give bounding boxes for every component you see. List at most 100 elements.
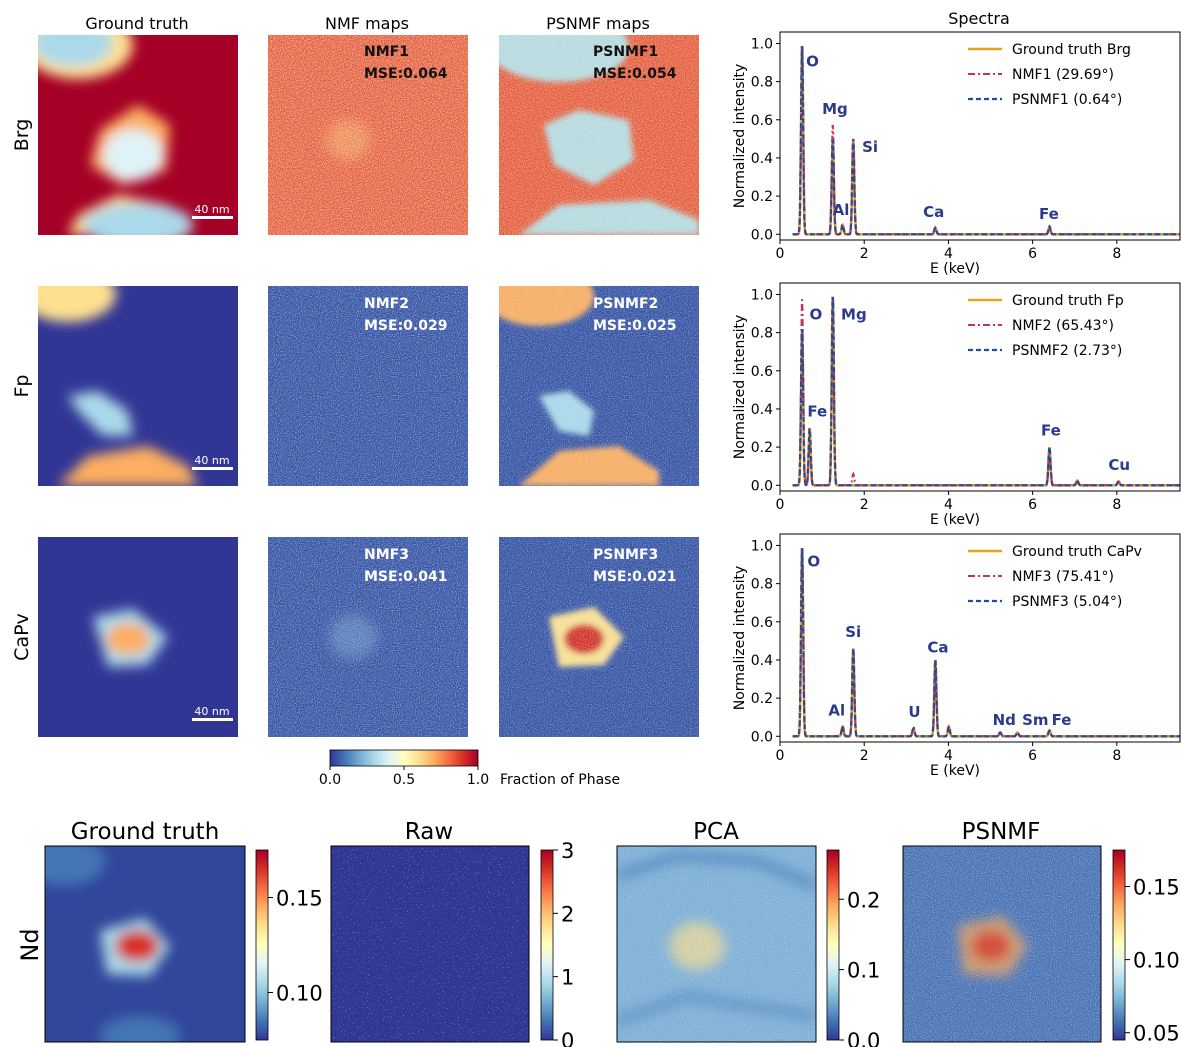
colorbar-tick-label: 0.15 bbox=[276, 887, 323, 911]
y-tick-label: 0.0 bbox=[751, 478, 773, 494]
nmf-label: NMF3 bbox=[364, 547, 409, 563]
bottom-map-raw bbox=[330, 845, 530, 1043]
element-label: Si bbox=[862, 138, 878, 156]
map-nmf-fp: NMF2 MSE:0.029 bbox=[268, 286, 468, 486]
y-tick-label: 0.6 bbox=[751, 364, 773, 380]
x-tick-label: 4 bbox=[944, 748, 953, 764]
legend-label: PSNMF3 (5.04°) bbox=[1012, 594, 1122, 610]
mse-label: MSE:0.025 bbox=[593, 318, 676, 334]
x-tick-label: 6 bbox=[1028, 246, 1037, 262]
map-ground-truth-capv: 40 nm bbox=[38, 537, 238, 737]
colorbar-tick-label: 0.5 bbox=[393, 772, 415, 788]
colorbar-tick-label: 0.2 bbox=[847, 888, 880, 912]
row-label-nd: Nd bbox=[16, 928, 44, 961]
row-label-capv: CaPv bbox=[11, 613, 33, 661]
element-label: U bbox=[908, 703, 920, 721]
mse-label: MSE:0.054 bbox=[593, 66, 677, 82]
spectrum-panel-fp: 0 2 4 6 8 0.0 0.2 0.4 0.6 0.8 1.0 E (keV) Normalized… bbox=[732, 282, 1181, 528]
element-label: Mg bbox=[822, 100, 848, 118]
legend-label: NMF3 (75.41°) bbox=[1012, 569, 1114, 585]
bottom-title-raw: Raw bbox=[405, 819, 453, 845]
colorbar-tick-label: 0.0 bbox=[847, 1029, 880, 1047]
legend-label: PSNMF1 (0.64°) bbox=[1012, 92, 1122, 108]
psnmf-label: PSNMF3 bbox=[593, 547, 658, 563]
scale-bar-label: 40 nm bbox=[194, 203, 229, 216]
colorbar-pca: 0.0 0.1 0.2 bbox=[826, 849, 880, 1047]
element-label: Al bbox=[828, 701, 845, 719]
x-tick-label: 2 bbox=[860, 246, 869, 262]
shared-colorbar: 0.0 0.5 1.0 Fraction of Phase bbox=[319, 749, 620, 788]
nmf-label: NMF2 bbox=[364, 296, 409, 312]
x-tick-label: 6 bbox=[1028, 748, 1037, 764]
colorbar-gradient bbox=[540, 849, 554, 1041]
y-axis-label: Normalized intensity bbox=[732, 566, 748, 711]
x-tick-label: 8 bbox=[1112, 748, 1121, 764]
x-tick-label: 0 bbox=[776, 748, 785, 764]
spectrum-line-dashed bbox=[792, 548, 1180, 738]
element-label: Fe bbox=[807, 403, 827, 421]
bottom-title-psnmf: PSNMF bbox=[962, 819, 1041, 845]
legend-label: PSNMF2 (2.73°) bbox=[1012, 343, 1122, 359]
x-axis-label: E (keV) bbox=[930, 763, 980, 779]
element-label: Ca bbox=[923, 203, 944, 221]
map-nmf-brg: NMF1 MSE:0.064 bbox=[268, 35, 468, 235]
scale-bar-label: 40 nm bbox=[194, 705, 229, 718]
column-title-psnmf-maps: PSNMF maps bbox=[546, 14, 650, 33]
element-label: O bbox=[806, 52, 819, 70]
y-tick-label: 0.4 bbox=[751, 653, 773, 669]
element-label: Sm bbox=[1022, 711, 1048, 729]
x-tick-label: 4 bbox=[944, 497, 953, 513]
spectrum-line-solid bbox=[792, 46, 1180, 236]
x-tick-label: 2 bbox=[860, 748, 869, 764]
column-title-spectra: Spectra bbox=[948, 9, 1010, 28]
y-tick-label: 1.0 bbox=[751, 538, 773, 554]
element-label: Fe bbox=[1052, 711, 1072, 729]
map-psnmf-fp: PSNMF2 MSE:0.025 bbox=[499, 286, 699, 486]
spectrum-line-dashed bbox=[792, 296, 1180, 487]
bottom-map-psnmf bbox=[902, 845, 1102, 1043]
y-tick-label: 0.8 bbox=[751, 577, 773, 593]
plot-frame bbox=[779, 31, 1181, 241]
nmf-label: NMF1 bbox=[364, 44, 409, 60]
y-tick-label: 0.6 bbox=[751, 113, 773, 129]
x-axis-label: E (keV) bbox=[930, 512, 980, 528]
y-tick-label: 0.6 bbox=[751, 615, 773, 631]
colorbar-tick-label: 0.10 bbox=[276, 982, 323, 1006]
y-tick-label: 1.0 bbox=[751, 36, 773, 52]
y-tick-label: 0.8 bbox=[751, 75, 773, 91]
map-ground-truth-brg: 40 nm bbox=[38, 35, 238, 235]
colorbar-raw: 0 1 2 3 bbox=[540, 839, 574, 1047]
bottom-title-pca: PCA bbox=[693, 819, 739, 845]
colorbar-tick-label: 2 bbox=[561, 902, 574, 926]
mse-label: MSE:0.064 bbox=[364, 66, 448, 82]
colorbar-label: Fraction of Phase bbox=[500, 772, 620, 788]
mse-label: MSE:0.041 bbox=[364, 569, 447, 585]
colorbar-tick-label: 0.05 bbox=[1133, 1022, 1180, 1046]
y-tick-label: 0.0 bbox=[751, 729, 773, 745]
element-label: Al bbox=[833, 201, 850, 219]
x-tick-label: 6 bbox=[1028, 497, 1037, 513]
x-tick-label: 8 bbox=[1112, 497, 1121, 513]
row-label-brg: Brg bbox=[11, 119, 33, 152]
y-tick-label: 0.0 bbox=[751, 227, 773, 243]
x-tick-label: 0 bbox=[776, 246, 785, 262]
y-tick-label: 0.4 bbox=[751, 402, 773, 418]
y-tick-label: 0.2 bbox=[751, 189, 773, 205]
element-label: O bbox=[809, 305, 822, 323]
bottom-map-pca bbox=[616, 845, 817, 1043]
y-axis-label: Normalized intensity bbox=[732, 64, 748, 209]
element-label: Mg bbox=[841, 305, 867, 323]
element-label: Nd bbox=[993, 711, 1016, 729]
map-psnmf-capv: PSNMF3 MSE:0.021 bbox=[499, 537, 699, 737]
spectrum-panel-capv: 0 2 4 6 8 0.0 0.2 0.4 0.6 0.8 1.0 E (keV) Normalized… bbox=[732, 533, 1181, 779]
colorbar-tick-label: 1 bbox=[561, 966, 574, 990]
element-label: Si bbox=[845, 623, 861, 641]
x-tick-label: 8 bbox=[1112, 246, 1121, 262]
colorbar-tick-label: 3 bbox=[561, 839, 574, 863]
legend-label: NMF1 (29.69°) bbox=[1012, 67, 1114, 83]
colorbar-tick-label: 0.0 bbox=[319, 772, 341, 788]
colorbar-gradient bbox=[826, 849, 840, 1041]
y-tick-label: 1.0 bbox=[751, 287, 773, 303]
map-ground-truth-fp: 40 nm bbox=[38, 286, 238, 486]
y-tick-label: 0.4 bbox=[751, 151, 773, 167]
